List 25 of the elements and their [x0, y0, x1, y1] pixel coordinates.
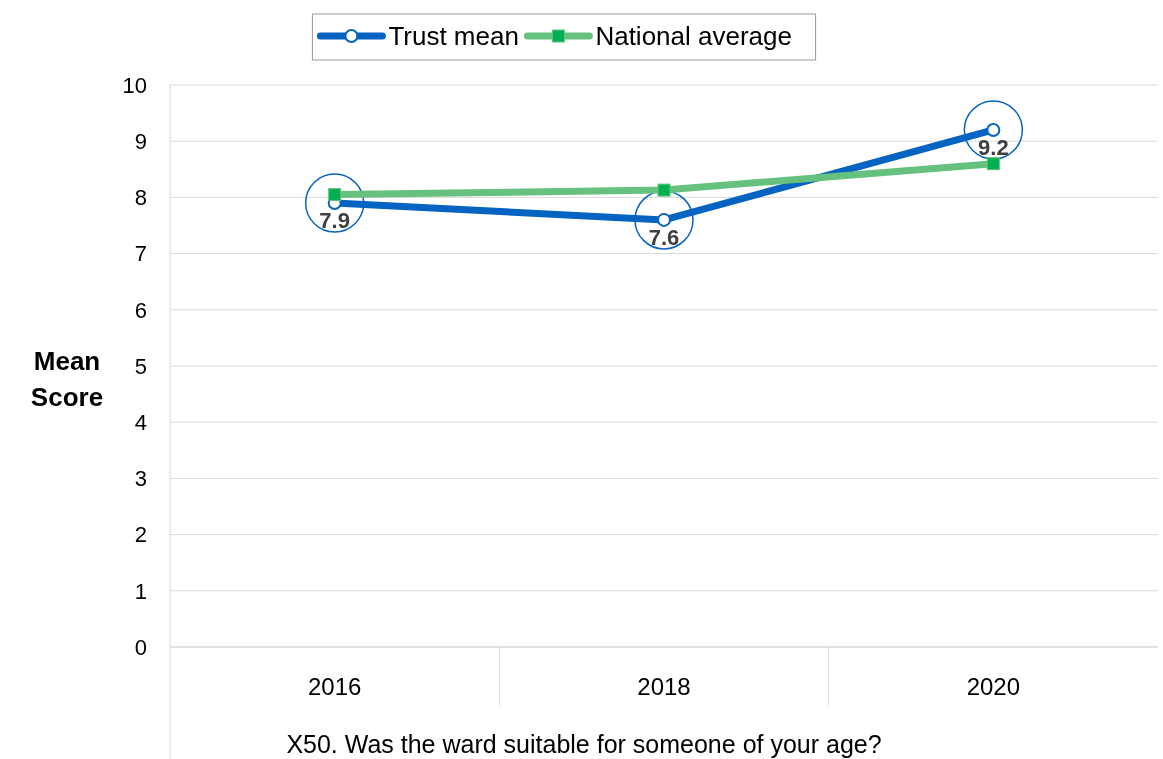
y-tick-label: 8 [134, 185, 147, 211]
point [657, 183, 671, 197]
y-tick-label: 10 [122, 72, 147, 98]
y-tick-label: 9 [134, 128, 147, 154]
y-tick-label: 5 [134, 353, 147, 379]
point [986, 157, 1000, 171]
x-tick-label: 2018 [637, 673, 691, 700]
x-axis-title: X50. Was the ward suitable for someone of your age? [286, 730, 882, 758]
data-label: 9.2 [978, 134, 1009, 160]
y-tick-label: 3 [134, 466, 147, 492]
y-tick-label: 4 [134, 409, 147, 435]
legend-label: Trust mean [388, 21, 519, 52]
legend-label: National average [595, 21, 792, 52]
data-label: 7.6 [648, 224, 680, 250]
y-tick-label: 0 [134, 634, 147, 660]
x-tick-label: 2016 [307, 673, 362, 700]
y-tick-label: 7 [134, 241, 147, 267]
x-tick-label: 2020 [966, 673, 1021, 700]
point [986, 122, 1001, 137]
y-tick-label: 6 [134, 297, 147, 323]
y-axis-title: Mean Score [30, 346, 104, 412]
data-label: 7.9 [319, 207, 350, 233]
point [328, 188, 342, 202]
y-tick-label: 1 [134, 578, 147, 604]
y-tick-label: 2 [134, 522, 147, 548]
